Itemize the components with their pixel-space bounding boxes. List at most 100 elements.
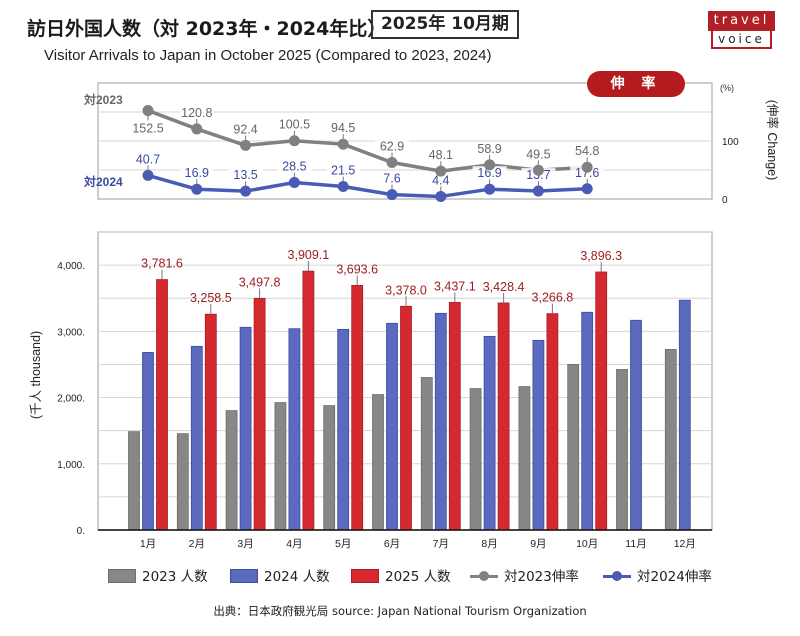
legend-label: 2023 人数	[142, 569, 208, 585]
legend-swatch-2025	[351, 569, 379, 583]
bar-2024	[190, 345, 203, 531]
bar-x-tick-label: 9月	[530, 538, 546, 550]
data-label-bg	[423, 148, 458, 162]
growth-data-label: 21.5	[331, 164, 355, 178]
bar-y-tick-label: 3,000.	[57, 327, 85, 338]
growth-data-label: 62.9	[380, 140, 404, 154]
growth-data-label: 7.6	[383, 172, 400, 186]
bar-data-label-2025: 3,909.1	[288, 248, 330, 262]
growth-series: 152.5 120.8 92.4 100.5 94.5 62.9 48.1 58.9 49.5 5…	[131, 105, 605, 202]
growth-point	[435, 165, 447, 177]
growth-point	[484, 159, 496, 171]
bar-2023	[372, 394, 384, 531]
data-label-bg	[131, 152, 165, 166]
growth-point	[581, 183, 593, 195]
bar-x-tick-label: 4月	[286, 538, 302, 550]
bar-data-label-2025: 3,896.3	[580, 249, 622, 263]
growth-data-label: 100.5	[279, 118, 310, 132]
growth-point	[288, 176, 300, 188]
growth-rate-badge: 伸 率	[587, 71, 685, 97]
bar-2023	[225, 410, 238, 531]
travelvoice-logo: travel voice	[708, 11, 775, 52]
bar-2025	[448, 301, 461, 531]
legend-item-vs2024: 対2024伸率	[603, 567, 712, 587]
bar-y-tick-label: 1,000.	[57, 460, 85, 471]
legend-item-vs2023: 対2023伸率	[470, 567, 579, 587]
growth-data-label: 48.1	[429, 148, 453, 162]
logo-text-top: travel	[708, 11, 775, 31]
growth-data-label: 28.5	[282, 159, 306, 173]
growth-data-label: 58.9	[477, 142, 501, 156]
bar-2023	[176, 433, 189, 531]
growth-data-label: 94.5	[331, 121, 355, 135]
series-label-vs2024: 対2024	[83, 174, 123, 189]
legend-label: 2025 人数	[385, 569, 451, 585]
bar-series: 3,781.6 3,258.5 3,497.8 3,909.1 3,693.6 3,378…	[128, 248, 691, 531]
bar-data-label-2025: 3,378.0	[385, 283, 427, 297]
growth-point	[386, 157, 398, 169]
growth-point	[240, 185, 252, 197]
data-label-bg	[326, 163, 361, 177]
data-label-bg	[570, 144, 605, 158]
legend-item-2023: 2023 人数	[108, 567, 208, 587]
data-label-bg	[131, 121, 165, 135]
legend-label: 対2023伸率	[504, 569, 579, 585]
data-label-bg	[179, 166, 214, 180]
bar-y-axis-label: (千人 thousand)	[29, 331, 43, 419]
data-label-bg	[375, 171, 409, 185]
growth-y-tick-label: 0	[722, 195, 728, 206]
bar-2024	[337, 328, 350, 531]
bar-2023	[469, 388, 482, 531]
legend-item-2024: 2024 人数	[230, 567, 330, 587]
growth-data-label: 4.4	[432, 173, 449, 187]
bar-data-label-2025: 3,497.8	[239, 275, 281, 289]
bar-data-label-2025: 3,693.6	[336, 262, 378, 276]
growth-y-tick-label: 100	[722, 137, 739, 148]
data-label-bg	[277, 117, 312, 131]
legend-label: 対2024伸率	[637, 569, 712, 585]
bar-2025	[302, 270, 315, 531]
bar-2024	[532, 339, 545, 531]
growth-point	[532, 185, 544, 197]
bar-2025	[400, 305, 412, 531]
bar-x-tick-label: 5月	[335, 538, 351, 550]
bar-y-tick-label: 2,000.	[57, 394, 85, 405]
growth-point	[386, 189, 398, 201]
chart-title-jp: 訪日外国人数（対 2023年・2024年比）	[27, 18, 387, 40]
bar-x-tick-label: 8月	[481, 538, 497, 550]
data-label-bg	[472, 166, 507, 180]
growth-line-vs2024	[147, 173, 588, 199]
chart-legend: 2023 人数 2024 人数 2025 人数 対2023伸率 対2024伸率	[108, 567, 728, 587]
bar-2024	[386, 322, 398, 531]
bar-2024	[630, 319, 642, 531]
legend-swatch-2023	[108, 569, 136, 583]
legend-line-marker-icon	[470, 569, 498, 583]
bar-y-tick-label: 0.	[77, 526, 85, 537]
bar-data-label-2025: 3,258.5	[190, 291, 232, 305]
data-label-bg	[277, 159, 312, 173]
bar-2024	[239, 326, 252, 531]
growth-point	[240, 139, 252, 151]
series-label-vs2023: 対2023	[83, 92, 123, 107]
growth-data-label: 120.8	[181, 106, 212, 120]
chart-canvas: 152.5 120.8 92.4 100.5 94.5 62.9 48.1 58.9 49.5 5…	[29, 82, 780, 550]
bar-data-label-2025: 3,437.1	[434, 279, 476, 293]
data-label-bg	[423, 173, 458, 187]
growth-y-ticks: 0 100	[722, 137, 739, 206]
data-label-bg	[521, 147, 556, 161]
bar-x-tick-label: 10月	[576, 538, 598, 550]
legend-item-2025: 2025 人数	[351, 567, 451, 587]
growth-data-label: 13.5	[233, 168, 257, 182]
bar-2023	[567, 364, 580, 531]
data-label-bg	[375, 139, 409, 153]
bar-2025	[595, 271, 608, 531]
bar-2023	[518, 386, 531, 531]
bar-x-tick-label: 1月	[140, 538, 156, 550]
growth-data-label: 16.9	[185, 166, 209, 180]
bar-2024	[288, 328, 301, 531]
growth-point	[288, 135, 300, 147]
bar-x-tick-label: 2月	[189, 538, 205, 550]
period-badge: 2025年 10月期	[371, 10, 519, 39]
growth-line-vs2023	[147, 108, 588, 173]
data-label-bg	[179, 105, 214, 119]
